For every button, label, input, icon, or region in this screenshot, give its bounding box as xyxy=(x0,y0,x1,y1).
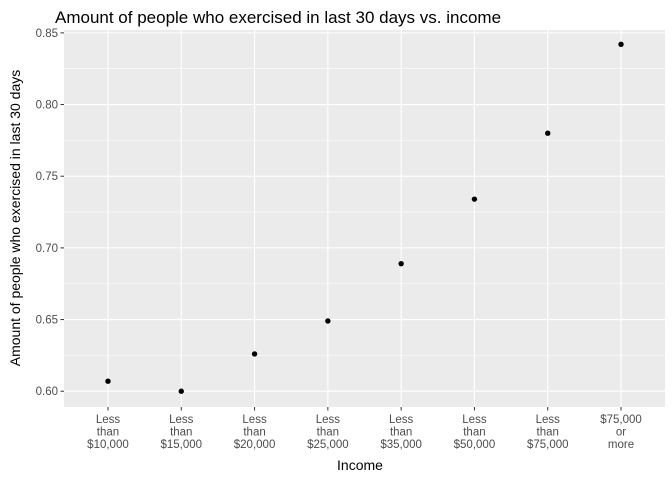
x-tick-label-line: than xyxy=(243,427,265,439)
x-tick-label: Less than $20,000 xyxy=(234,414,276,451)
data-point xyxy=(618,41,624,48)
x-tick-label-line: Less xyxy=(389,414,414,426)
x-tick-label-line: Less xyxy=(169,414,194,426)
data-point xyxy=(398,260,404,267)
x-tick-label-line: $20,000 xyxy=(234,439,276,451)
data-point xyxy=(178,388,184,394)
x-tick-label: Less than $50,000 xyxy=(454,414,496,451)
x-tick-label: $75,000 or more xyxy=(600,414,642,451)
y-tick-label: 0.65 xyxy=(36,315,58,327)
x-tick-label-line: or xyxy=(616,427,626,439)
x-tick-label-line: Less xyxy=(536,414,561,426)
x-tick-label-line: than xyxy=(537,427,559,439)
x-tick-label-line: $50,000 xyxy=(454,439,496,451)
x-tick-label-line: than xyxy=(317,427,339,439)
x-tick-label-line: $15,000 xyxy=(160,439,202,451)
chart-title: Amount of people who exercised in last 3… xyxy=(55,8,501,27)
data-point xyxy=(325,318,331,324)
x-tick-label: Less than $25,000 xyxy=(307,414,349,451)
y-tick-label: 0.70 xyxy=(36,243,58,255)
x-tick-label: Less than $35,000 xyxy=(380,414,422,451)
x-tick-label-line: than xyxy=(97,427,119,439)
x-tick-label-line: $75,000 xyxy=(600,414,642,426)
y-axis-title: Amount of people who exercised in last 3… xyxy=(7,70,23,367)
x-tick-label-line: Less xyxy=(242,414,267,426)
data-point xyxy=(471,196,478,202)
y-axis-ticks: 0.60 0.65 0.70 0.75 0.80 0.85 xyxy=(36,28,64,398)
x-tick-label-line: Less xyxy=(96,414,121,426)
data-points xyxy=(105,41,624,394)
plot-panel xyxy=(64,30,665,407)
major-grid xyxy=(64,30,665,407)
x-tick-label-line: than xyxy=(390,427,412,439)
x-tick-label-line: more xyxy=(608,439,634,451)
x-tick-label-line: than xyxy=(170,427,192,439)
x-tick-label: Less than $15,000 xyxy=(160,414,202,451)
y-tick-label: 0.80 xyxy=(36,100,58,112)
data-point xyxy=(545,130,551,136)
minor-grid xyxy=(64,68,665,356)
x-tick-label-line: $35,000 xyxy=(380,439,422,451)
x-tick-label-line: $10,000 xyxy=(87,439,129,451)
y-tick-label: 0.60 xyxy=(36,386,58,398)
x-tick-label-line: $75,000 xyxy=(527,439,569,451)
x-tick-label-line: Less xyxy=(462,414,487,426)
x-tick-label-line: than xyxy=(463,427,485,439)
x-tick-label: Less than $10,000 xyxy=(87,414,129,451)
x-axis-title: Income xyxy=(337,457,383,473)
x-tick-label-line: $25,000 xyxy=(307,439,349,451)
y-tick-label: 0.75 xyxy=(36,171,58,183)
data-point xyxy=(251,351,258,357)
x-tick-label: Less than $75,000 xyxy=(527,414,569,451)
data-point xyxy=(105,378,111,384)
x-tick-label-line: Less xyxy=(316,414,341,426)
y-tick-label: 0.85 xyxy=(36,28,58,40)
